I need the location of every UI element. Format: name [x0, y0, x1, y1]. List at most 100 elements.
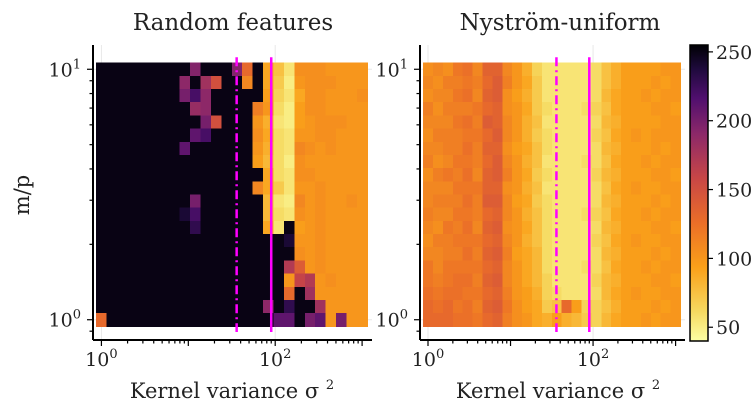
heatmap-cell	[492, 62, 503, 77]
heatmap-cell	[200, 260, 212, 275]
heatmap-cell	[423, 234, 434, 248]
x-axis-label-exponent: 2	[326, 378, 334, 393]
heatmap-cell	[294, 102, 306, 117]
heatmap-cell	[601, 141, 612, 156]
heatmap-cell	[561, 141, 573, 156]
heatmap-cell	[158, 62, 170, 77]
heatmap-cell	[541, 62, 553, 77]
heatmap-cell	[106, 168, 118, 182]
heatmap-cell	[346, 102, 358, 117]
heatmap-cell	[423, 260, 434, 275]
heatmap-cell	[452, 286, 464, 301]
heatmap-cell	[179, 115, 191, 130]
heatmap-cell	[492, 89, 503, 103]
heatmap-cell	[432, 141, 444, 156]
heatmap-cell	[315, 89, 327, 103]
heatmap-cell	[561, 89, 573, 103]
heatmap-cell	[127, 313, 139, 327]
heatmap-cell	[137, 260, 149, 275]
heatmap-cell	[273, 194, 285, 209]
heatmap-cell	[512, 89, 523, 103]
heatmap-cell	[452, 141, 464, 156]
heatmap-cell	[650, 141, 662, 156]
heatmap-cell	[660, 247, 672, 262]
heatmap-cell	[315, 273, 327, 288]
heatmap-cell	[137, 115, 149, 130]
heatmap-cell	[325, 260, 337, 275]
heatmap-cell	[512, 234, 523, 248]
heatmap-cell	[581, 313, 593, 327]
heatmap-cell	[179, 168, 191, 182]
heatmap-cell	[621, 220, 632, 235]
heatmap-cell	[294, 220, 306, 235]
heatmap-cell	[169, 128, 181, 143]
heatmap-cell	[462, 89, 474, 103]
heatmap-cell	[252, 128, 264, 143]
heatmap-cell	[210, 168, 222, 182]
heatmap-cell	[242, 207, 254, 222]
heatmap-cell	[127, 207, 139, 222]
heatmap-cell	[137, 234, 149, 248]
heatmap-cell	[294, 286, 306, 301]
heatmap-cell	[670, 286, 682, 301]
heatmap-cell	[273, 313, 285, 327]
heatmap-cell	[242, 260, 254, 275]
heatmap-cell	[571, 181, 583, 196]
heatmap-cell	[432, 260, 444, 275]
heatmap-cell	[356, 181, 368, 196]
heatmap-cell	[631, 207, 642, 222]
heatmap-cell	[531, 194, 543, 209]
heatmap-cell	[502, 154, 513, 169]
heatmap-cell	[148, 115, 160, 130]
heatmap-cell	[492, 220, 503, 235]
heatmap-cell	[96, 194, 108, 209]
heatmap-cell	[200, 313, 212, 327]
heatmap-cell	[472, 141, 484, 156]
heatmap-cell	[482, 247, 493, 262]
heatmap-cell	[315, 181, 327, 196]
heatmap-cell	[221, 75, 233, 90]
heatmap-cell	[190, 299, 202, 314]
heatmap-cell	[315, 260, 327, 275]
heatmap-cell	[273, 286, 285, 301]
heatmap-cell	[336, 168, 348, 182]
heatmap-cell	[492, 299, 503, 314]
heatmap-cell	[148, 75, 160, 90]
x-tick-label: 102	[259, 347, 291, 371]
heatmap-cell	[611, 115, 622, 130]
heatmap-cell	[670, 247, 682, 262]
heatmap-cell	[541, 194, 553, 209]
heatmap-cell	[482, 273, 493, 288]
heatmap-cell	[221, 89, 233, 103]
heatmap-cell	[263, 299, 275, 314]
heatmap-cell	[472, 220, 484, 235]
heatmap-cell	[96, 260, 108, 275]
heatmap-cell	[263, 194, 275, 209]
heatmap-cell	[283, 260, 295, 275]
heatmap-cell	[670, 115, 682, 130]
heatmap-cell	[356, 286, 368, 301]
heatmap-cell	[512, 260, 523, 275]
heatmap-cell	[117, 128, 129, 143]
heatmap-cell	[650, 62, 662, 77]
heatmap-cell	[158, 115, 170, 130]
heatmap-cell	[650, 75, 662, 90]
heatmap-cell	[423, 313, 434, 327]
heatmap-cell	[263, 260, 275, 275]
heatmap-cell	[242, 247, 254, 262]
heatmap-cell	[423, 273, 434, 288]
heatmap-cell	[200, 234, 212, 248]
heatmap-cell	[179, 247, 191, 262]
heatmap-cell	[522, 286, 533, 301]
heatmap-cell	[179, 154, 191, 169]
panel-title: Random features	[133, 10, 333, 36]
heatmap-cell	[432, 181, 444, 196]
heatmap-cell	[179, 75, 191, 90]
heatmap-cell	[452, 234, 464, 248]
heatmap-cell	[502, 260, 513, 275]
heatmap-cell	[631, 75, 642, 90]
heatmap-cell	[472, 247, 484, 262]
heatmap-cell	[541, 273, 553, 288]
heatmap-cell	[106, 89, 118, 103]
reference-lines	[235, 57, 273, 332]
